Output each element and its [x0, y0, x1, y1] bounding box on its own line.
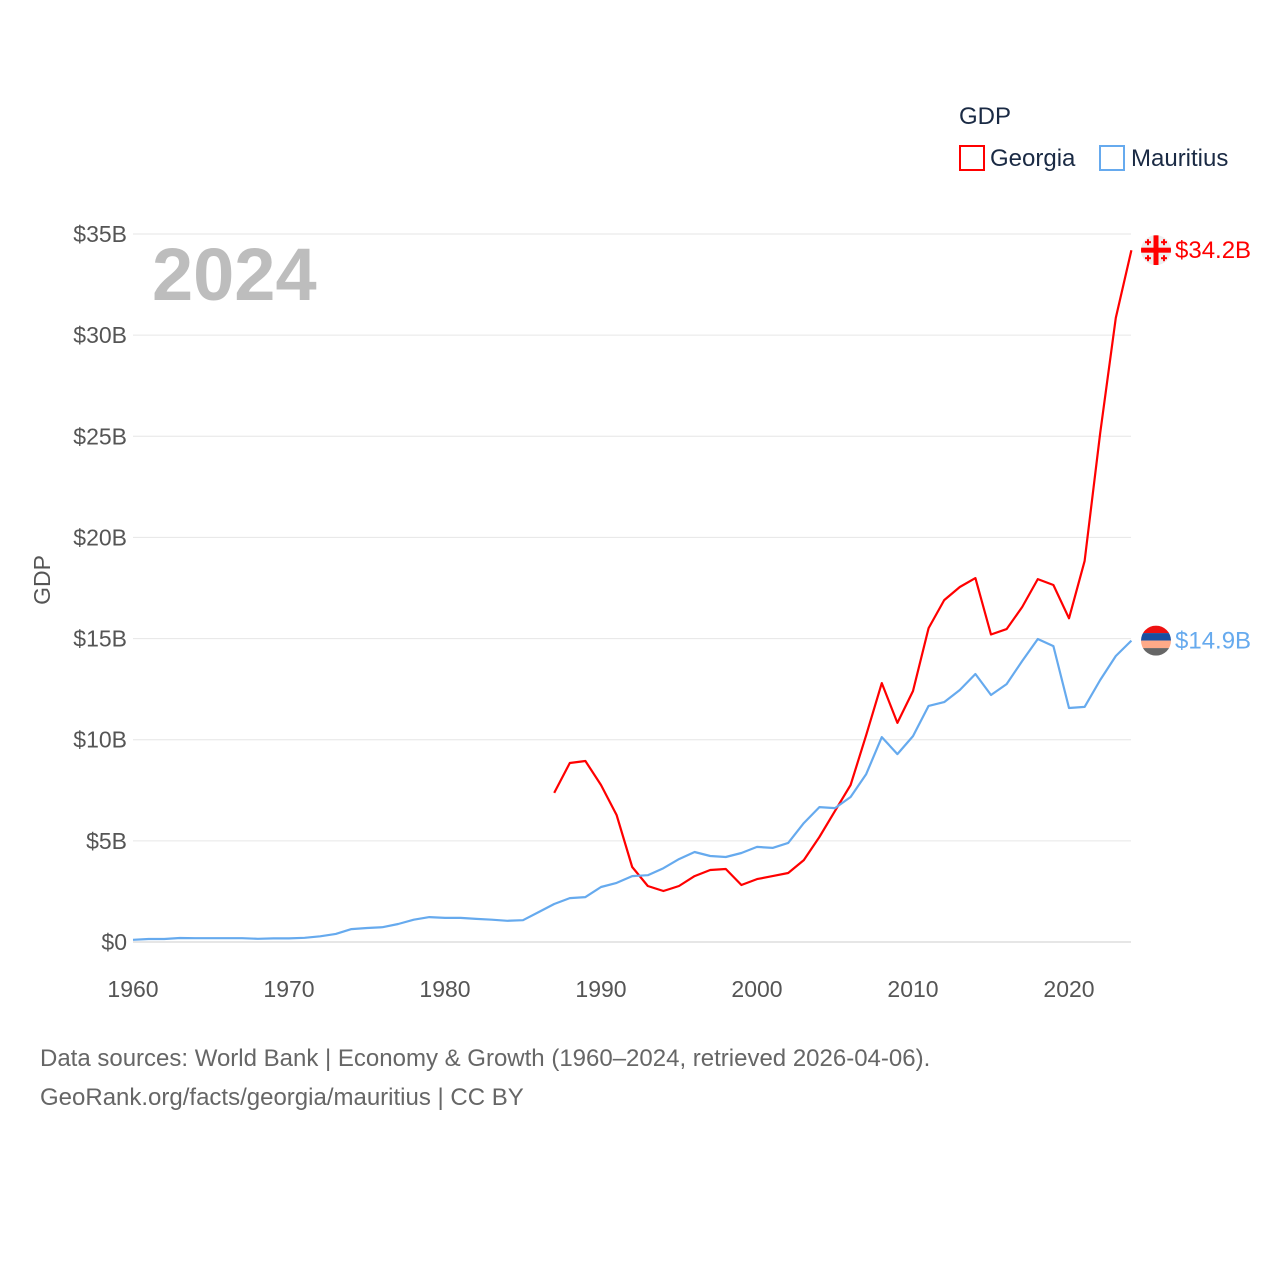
gridlines: [133, 233, 1131, 943]
end-value-label-mauritius: $14.9B: [1175, 628, 1251, 655]
end-value-label-georgia: $34.2B: [1175, 237, 1251, 264]
series-lines: [132, 249, 1133, 941]
footer-attribution: GeoRank.org/facts/georgia/mauritius | CC…: [40, 1084, 524, 1111]
y-tick-label: $5B: [86, 828, 127, 854]
y-tick-label: $20B: [73, 524, 127, 550]
legend-swatch-georgia[interactable]: [959, 145, 985, 171]
x-tick-label: 1970: [263, 976, 314, 1002]
year-watermark: 2024: [152, 233, 317, 316]
y-axis-ticks: $0 $5B $10B $15B $20B $25B $30B $35B: [73, 221, 127, 955]
series-end-labels: $34.2B $14.9B: [1141, 235, 1251, 656]
x-axis-ticks: 1960 1970 1980 1990 2000 2010 2020: [107, 976, 1094, 1002]
y-tick-label: $30B: [73, 322, 127, 348]
legend-label-mauritius[interactable]: Mauritius: [1131, 145, 1228, 172]
y-tick-label: $35B: [73, 221, 127, 247]
mauritius-flag-icon: [1141, 625, 1171, 656]
x-tick-label: 1980: [419, 976, 470, 1002]
georgia-flag-icon: [1141, 235, 1171, 266]
x-tick-label: 1990: [575, 976, 626, 1002]
legend-label-georgia[interactable]: Georgia: [990, 145, 1076, 172]
y-axis-label: GDP: [29, 555, 55, 605]
x-tick-label: 1960: [107, 976, 158, 1002]
series-line-georgia: [553, 249, 1133, 893]
legend: GDP Georgia Mauritius: [959, 103, 1228, 172]
y-tick-label: $10B: [73, 727, 127, 753]
y-tick-label: $25B: [73, 423, 127, 449]
series-line-mauritius: [132, 637, 1133, 941]
footer-sources: Data sources: World Bank | Economy & Gro…: [40, 1045, 931, 1072]
x-tick-label: 2000: [731, 976, 782, 1002]
x-tick-label: 2020: [1043, 976, 1094, 1002]
legend-title: GDP: [959, 103, 1011, 130]
legend-swatch-mauritius[interactable]: [1099, 145, 1125, 171]
y-tick-label: $0: [101, 929, 127, 955]
y-tick-label: $15B: [73, 626, 127, 652]
x-tick-label: 2010: [887, 976, 938, 1002]
